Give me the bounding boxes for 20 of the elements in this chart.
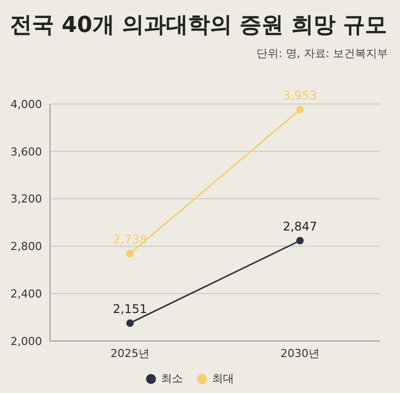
y-tick-label: 2,800	[10, 240, 42, 254]
data-label: 2,151	[112, 302, 148, 316]
chart-title: 전국 40개 의과대학의 증원 희망 규모	[10, 12, 387, 40]
x-tick-label: 2030년	[280, 346, 320, 360]
y-tick-label: 3,200	[10, 192, 42, 206]
point	[126, 250, 134, 258]
y-tick-label: 2,000	[10, 334, 42, 348]
chart-subtitle: 단위: 명, 자료: 보건복지부	[256, 46, 388, 61]
y-tick-label: 4,000	[10, 98, 42, 111]
data-label: 2,847	[282, 220, 318, 234]
data-label: 2,738	[112, 232, 148, 247]
y-tick-label: 2,400	[10, 288, 42, 301]
legend-label: 최소	[161, 371, 183, 386]
point	[296, 106, 304, 114]
point	[296, 236, 304, 244]
point	[126, 319, 134, 327]
x-tick-label: 2025년	[110, 346, 150, 360]
data-label: 3,953	[282, 88, 318, 103]
legend-label: 최대	[212, 371, 234, 386]
y-tick-label: 3,600	[10, 145, 42, 158]
